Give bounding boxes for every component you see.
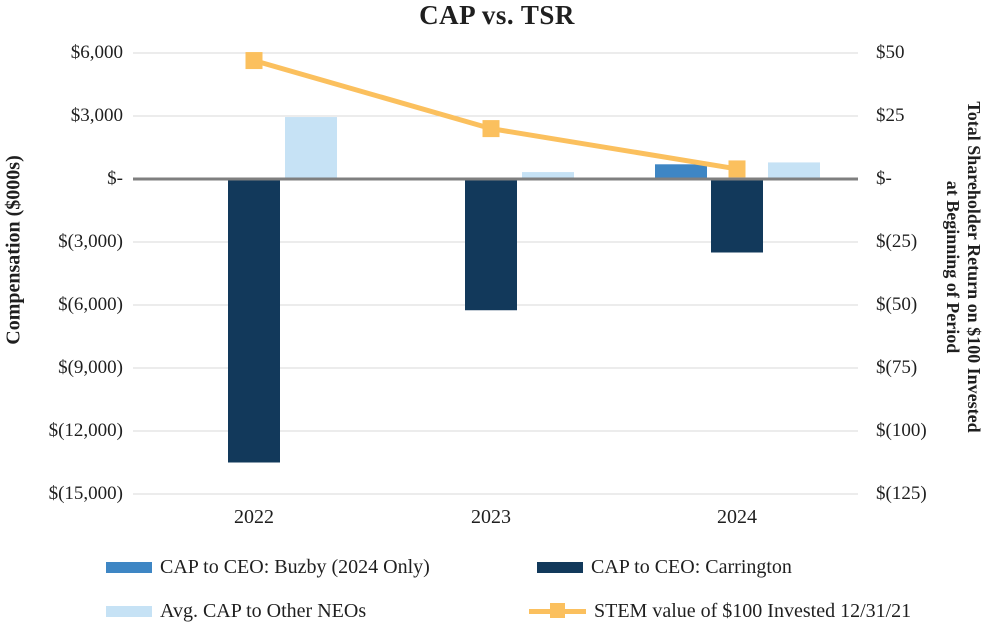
legend-item-cap-ceo-carrington: CAP to CEO: Carrington	[537, 556, 792, 578]
right-axis-title-line2: at Beginning of Period	[943, 180, 963, 354]
right-axis-tick: $(75)	[876, 357, 918, 378]
legend-label-other-neos: Avg. CAP to Other NEOs	[160, 599, 367, 622]
legend-swatch-stem-line	[529, 603, 586, 619]
right-axis-tick: $-	[876, 168, 892, 189]
legend-item-cap-ceo-buzby: CAP to CEO: Buzby (2024 Only)	[106, 556, 430, 578]
bar-series1-2023	[465, 179, 517, 311]
right-axis-tick: $(25)	[876, 231, 918, 252]
chart-title: CAP vs. TSR	[419, 0, 575, 30]
bar-series0-2024	[655, 164, 707, 179]
right-axis-tick: $50	[876, 42, 905, 63]
legend-label-carrington: CAP to CEO: Carrington	[591, 555, 792, 578]
right-axis-tick: $(125)	[876, 483, 927, 504]
legend-swatch-other-neos	[106, 605, 152, 617]
right-axis-title-line1: Total Shareholder Return on $100 Investe…	[964, 101, 984, 433]
plot-area	[133, 40, 858, 510]
bar-series2-2024	[768, 162, 820, 179]
legend-item-avg-cap-other-neos: Avg. CAP to Other NEOs	[106, 600, 366, 622]
left-axis-tick: $3,000	[70, 105, 123, 126]
legend-label-stem: STEM value of $100 Invested 12/31/21	[594, 599, 912, 622]
right-axis-tick: $(50)	[876, 294, 918, 315]
legend-swatch-carrington	[537, 561, 583, 573]
left-axis-tick: $(6,000)	[58, 294, 123, 315]
left-axis-tick: $6,000	[70, 42, 123, 63]
tsr-marker-2024	[728, 160, 746, 178]
legend-stem-marker	[550, 603, 565, 618]
bar-series2-2023	[522, 172, 574, 179]
x-axis-label-2024: 2024	[717, 506, 757, 528]
x-axis-label-2022: 2022	[234, 506, 274, 528]
right-axis-title: Total Shareholder Return on $100 Investe…	[942, 101, 984, 432]
x-axis-label-2023: 2023	[471, 506, 511, 528]
tsr-marker-2023	[482, 120, 500, 138]
right-axis-tick: $25	[876, 105, 905, 126]
left-axis-title: Compensation ($000s)	[2, 155, 25, 345]
tsr-marker-2022	[245, 52, 263, 70]
chart-svg	[133, 52, 858, 495]
bar-series1-2022	[228, 179, 280, 463]
legend-label-buzby: CAP to CEO: Buzby (2024 Only)	[160, 555, 430, 578]
left-axis-tick: $(15,000)	[48, 483, 123, 504]
bar-series1-2024	[711, 179, 763, 253]
left-axis-tick: $(3,000)	[58, 231, 123, 252]
left-axis-tick: $(9,000)	[58, 357, 123, 378]
bar-series2-2022	[285, 117, 337, 179]
right-axis-tick: $(100)	[876, 420, 927, 441]
left-axis-tick: $-	[107, 168, 123, 189]
left-axis-tick: $(12,000)	[48, 420, 123, 441]
legend-swatch-buzby	[106, 561, 152, 573]
legend-item-stem-value: STEM value of $100 Invested 12/31/21	[529, 600, 911, 622]
